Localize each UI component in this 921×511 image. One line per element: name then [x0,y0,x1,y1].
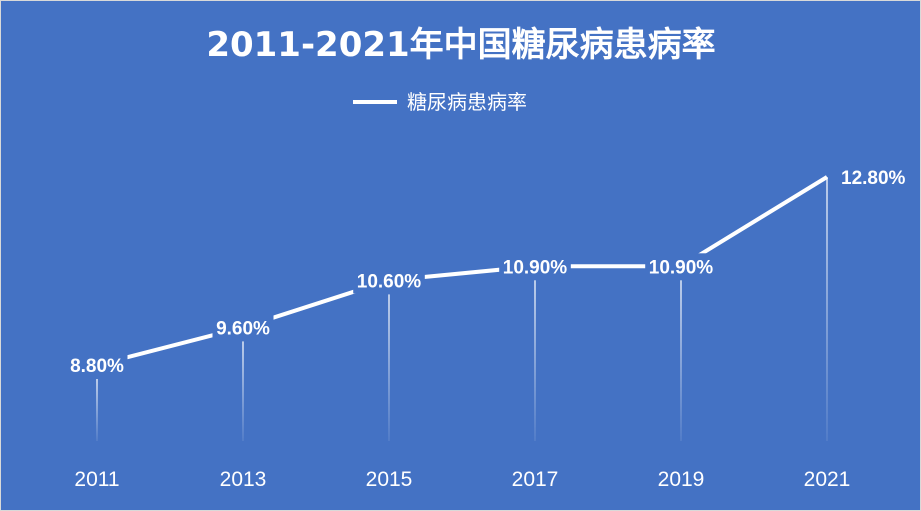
legend-label: 糖尿病患病率 [407,90,527,114]
x-tick-label: 2017 [512,468,559,491]
drop-line-2019 [680,280,682,441]
value-label-2019: 10.90% [649,257,714,278]
drop-line-2013 [242,341,244,441]
chart-title: 2011-2021年中国糖尿病患病率 [206,25,715,65]
x-axis-ticks: 2011 2013 2015 2017 2019 2021 [74,468,850,491]
value-label-2017: 10.90% [503,257,568,278]
value-label-bg [66,352,128,378]
value-label-2021: 12.80% [841,168,906,189]
drop-lines [96,177,828,441]
value-label-bg [212,314,274,341]
x-tick-label: 2021 [804,468,851,491]
series-line-group [96,175,829,367]
x-tick-label: 2011 [74,468,119,491]
value-label-bg [499,253,571,280]
value-label-bg [645,253,717,280]
value-label-2011: 8.80% [70,356,124,377]
x-tick-label: 2015 [366,468,413,491]
series-line [96,175,829,367]
value-labels: 8.80% 9.60% 10.60% 10.90% 10.90% 12.80% [66,168,906,378]
drop-line-2011 [96,379,98,441]
legend: 糖尿病患病率 [353,90,527,114]
x-tick-label: 2013 [220,468,267,491]
drop-line-2015 [388,294,390,441]
drop-line-2017 [534,280,536,441]
x-tick-label: 2019 [658,468,705,491]
value-label-bg [353,267,425,294]
drop-line-2021 [826,177,828,441]
value-label-2015: 10.60% [357,271,422,292]
value-label-2013: 9.60% [216,318,270,339]
